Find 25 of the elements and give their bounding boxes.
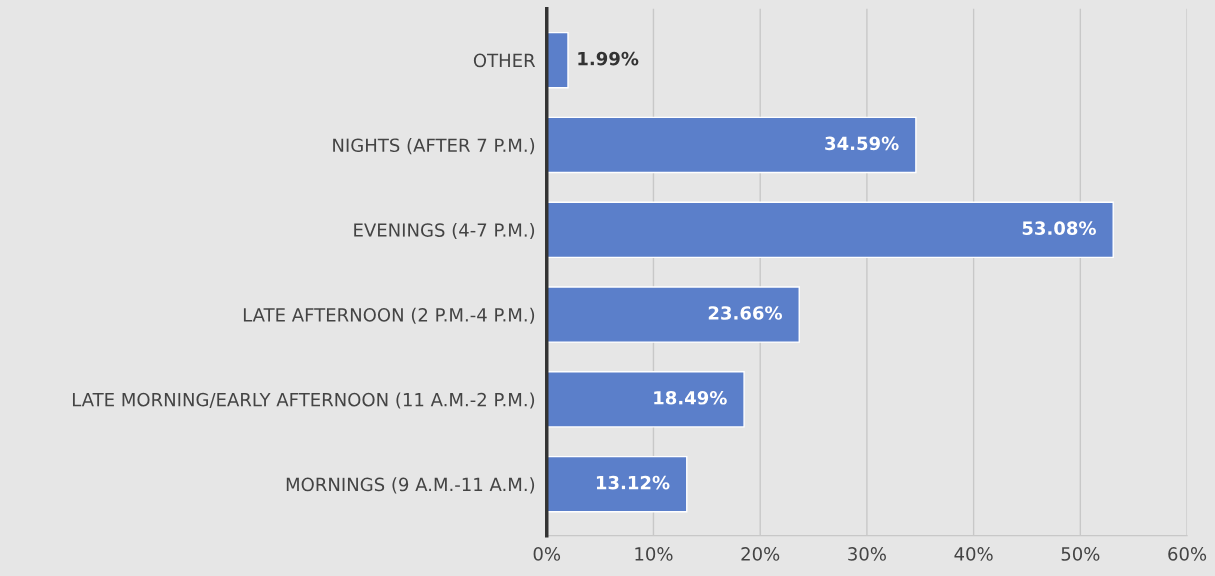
bar: [546, 31, 569, 89]
x-tick-label: 20%: [741, 547, 780, 561]
y-tick-label: EVENINGS (4-7 P.M.): [354, 222, 535, 239]
y-tick-label: OTHER: [473, 53, 536, 68]
bar: [546, 116, 917, 174]
bar: [546, 286, 800, 343]
bar: [546, 455, 688, 513]
x-tick-label: 60%: [1168, 547, 1207, 561]
x-tick-label: 30%: [848, 547, 886, 561]
y-tick-label: LATE AFTERNOON (2 P.M.-4 P.M.): [243, 307, 535, 324]
data-label: 1.99%: [578, 51, 639, 66]
data-label: 34.59%: [825, 136, 899, 151]
y-tick-label: MORNINGS (9 A.M.-11 A.M.): [286, 477, 535, 494]
x-tick-label: 40%: [954, 547, 993, 561]
x-tick-label: 0%: [533, 547, 561, 561]
bar: [546, 201, 1114, 259]
data-label: 13.12%: [596, 475, 670, 490]
data-label: 23.66%: [708, 306, 782, 320]
data-label: 18.49%: [654, 390, 727, 405]
x-tick-label: 10%: [635, 547, 673, 561]
y-tick-label: NIGHTS (AFTER 7 P.M.): [333, 138, 535, 155]
data-label: 53.08%: [1022, 221, 1096, 235]
y-tick-label: LATE MORNING/EARLY AFTERNOON (11 A.M.-2 P.M.): [72, 392, 535, 409]
x-tick-label: 50%: [1061, 547, 1100, 561]
bar: [546, 371, 745, 428]
